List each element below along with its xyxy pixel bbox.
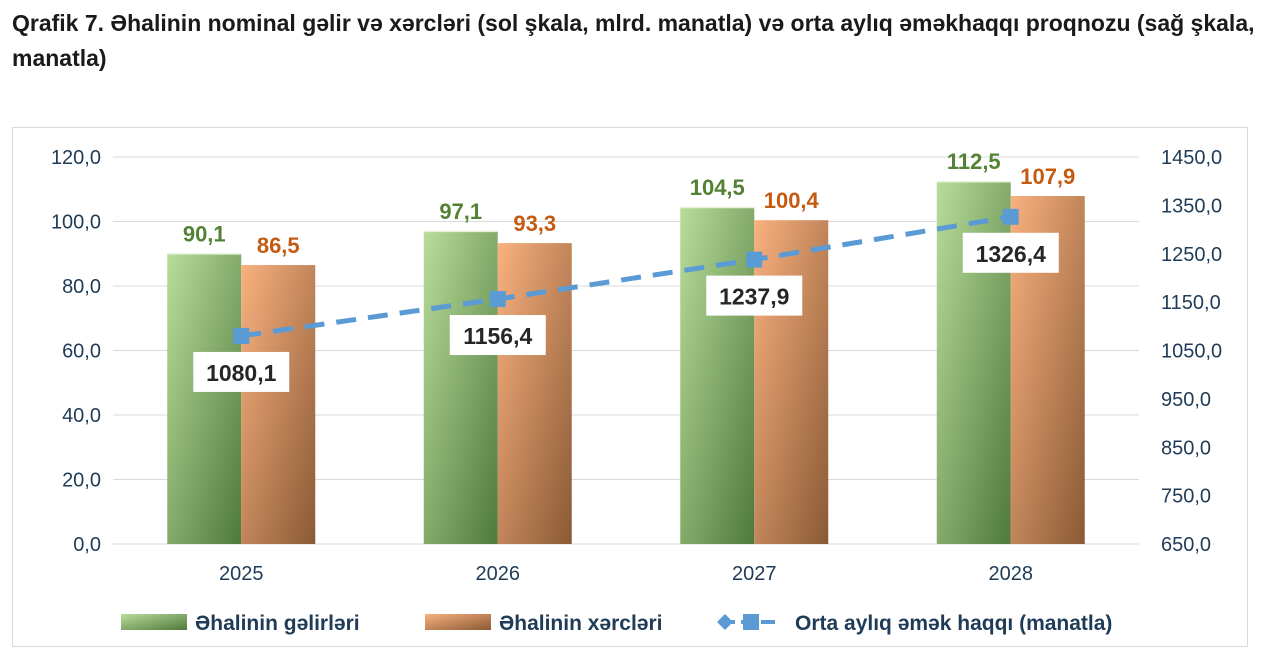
wage-label-box [193, 351, 290, 392]
expense-bar [241, 265, 316, 544]
legend-square-icon [743, 614, 759, 630]
wage-label-box [962, 232, 1059, 273]
wage-label-box [449, 315, 546, 356]
wage-label-text: 1080,1 [206, 360, 277, 386]
data-labels: 90,1 86,5 97,1 93,3 104,5 100,4 112,5 107,9 1080… [183, 149, 1075, 392]
x-tick-label: 2026 [476, 563, 521, 585]
legend-diamond-icon [717, 614, 733, 630]
y-right-tick-label: 1450,0 [1161, 147, 1222, 169]
wage-marker [489, 291, 506, 308]
wage-marker [746, 251, 763, 268]
y-right-tick-label: 850,0 [1161, 437, 1211, 459]
y-left-tick-label: 80,0 [62, 276, 101, 298]
legend-item-expense: Əhalinin xərcləri [425, 612, 662, 635]
expense-bar [754, 220, 829, 544]
income-data-label: 97,1 [439, 199, 482, 224]
wage-label-text: 1326,4 [976, 241, 1047, 267]
axes: 0,0 20,0 40,0 60,0 80,0 100,0 120,0 650,0 750,0 8… [51, 147, 1222, 585]
income-bar [423, 230, 498, 544]
y-left-tick-label: 0,0 [73, 534, 101, 556]
x-tick-label: 2027 [732, 563, 777, 585]
legend-swatch-expense [425, 614, 491, 630]
chart-title: Qrafik 7. Əhalinin nominal gəlir və xərc… [12, 10, 1255, 71]
y-right-tick-label: 650,0 [1161, 534, 1211, 556]
y-right-tick-label: 1350,0 [1161, 195, 1222, 217]
chart-frame: 90,1 86,5 97,1 93,3 104,5 100,4 112,5 107,9 1080… [12, 127, 1248, 647]
wage-data-label: 1237,9 [706, 275, 803, 316]
wage-line [233, 208, 1019, 344]
legend-swatch-income [121, 614, 187, 630]
income-bar [680, 206, 755, 545]
x-tick-label: 2025 [219, 563, 264, 585]
income-data-label: 104,5 [690, 175, 745, 200]
wage-label-box [706, 275, 803, 316]
wage-marker [233, 327, 250, 344]
legend-label-wage: Orta aylıq əmək haqqı (manatla) [795, 612, 1112, 635]
wage-marker [1002, 208, 1019, 225]
y-left-tick-label: 120,0 [51, 147, 101, 169]
wage-data-label: 1326,4 [962, 232, 1059, 273]
bars [167, 180, 1085, 545]
y-left-tick-label: 40,0 [62, 405, 101, 427]
legend-item-income: Əhalinin gəlirləri [121, 612, 360, 635]
wage-line-path [240, 214, 1012, 339]
income-data-label: 112,5 [947, 149, 1001, 174]
chart-svg: 90,1 86,5 97,1 93,3 104,5 100,4 112,5 107,9 1080… [51, 147, 1222, 635]
wage-data-label: 1156,4 [449, 315, 546, 356]
y-right-tick-label: 1150,0 [1161, 292, 1221, 314]
wage-data-label: 1080,1 [193, 351, 290, 392]
legend-item-wage: Orta aylıq əmək haqqı (manatla) [717, 612, 1112, 635]
y-right-tick-label: 1050,0 [1161, 341, 1222, 363]
legend: Əhalinin gəlirləri Əhalinin xərcləri Orta … [121, 612, 1112, 635]
expense-data-label: 93,3 [513, 211, 556, 236]
y-left-tick-label: 60,0 [62, 341, 101, 363]
y-right-tick-label: 1250,0 [1161, 244, 1222, 266]
y-left-tick-label: 20,0 [62, 470, 101, 492]
wage-label-text: 1237,9 [719, 284, 789, 310]
y-right-tick-label: 750,0 [1161, 486, 1211, 508]
expense-data-label: 107,9 [1020, 164, 1075, 189]
legend-label-expense: Əhalinin xərcləri [499, 612, 662, 635]
legend-label-income: Əhalinin gəlirləri [195, 612, 360, 635]
y-left-tick-label: 100,0 [51, 212, 101, 234]
wage-label-text: 1156,4 [463, 323, 532, 349]
x-tick-label: 2028 [989, 563, 1034, 585]
income-data-label: 90,1 [183, 221, 226, 246]
income-bar [167, 253, 242, 544]
expense-data-label: 100,4 [764, 188, 820, 213]
expense-data-label: 86,5 [257, 233, 300, 258]
y-right-tick-label: 950,0 [1161, 389, 1211, 411]
